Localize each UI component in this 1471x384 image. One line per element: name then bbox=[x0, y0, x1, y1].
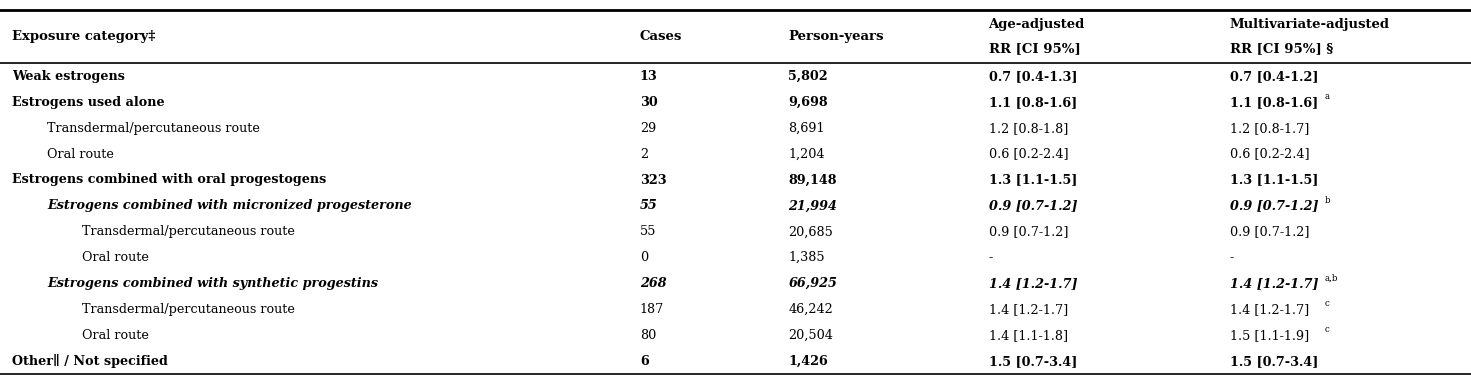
Text: 2: 2 bbox=[640, 147, 649, 161]
Text: 1.5 [0.7-3.4]: 1.5 [0.7-3.4] bbox=[989, 355, 1077, 368]
Text: 323: 323 bbox=[640, 174, 666, 187]
Text: Estrogens combined with oral progestogens: Estrogens combined with oral progestogen… bbox=[12, 174, 327, 187]
Text: 1.1 [0.8-1.6]: 1.1 [0.8-1.6] bbox=[989, 96, 1077, 109]
Text: 1.4 [1.2-1.7]: 1.4 [1.2-1.7] bbox=[1230, 303, 1309, 316]
Text: 89,148: 89,148 bbox=[788, 174, 837, 187]
Text: 1.4 [1.2-1.7]: 1.4 [1.2-1.7] bbox=[989, 277, 1077, 290]
Text: 1.4 [1.2-1.7]: 1.4 [1.2-1.7] bbox=[1230, 277, 1318, 290]
Text: 0: 0 bbox=[640, 251, 649, 264]
Text: 0.6 [0.2-2.4]: 0.6 [0.2-2.4] bbox=[989, 147, 1068, 161]
Text: 66,925: 66,925 bbox=[788, 277, 837, 290]
Text: Estrogens used alone: Estrogens used alone bbox=[12, 96, 165, 109]
Text: Transdermal/percutaneous route: Transdermal/percutaneous route bbox=[82, 225, 296, 238]
Text: 187: 187 bbox=[640, 303, 663, 316]
Text: 1,426: 1,426 bbox=[788, 355, 828, 368]
Text: Multivariate-adjusted: Multivariate-adjusted bbox=[1230, 18, 1390, 31]
Text: 8,691: 8,691 bbox=[788, 122, 825, 135]
Text: 1,204: 1,204 bbox=[788, 147, 825, 161]
Text: 1.2 [0.8-1.7]: 1.2 [0.8-1.7] bbox=[1230, 122, 1309, 135]
Text: 5,802: 5,802 bbox=[788, 70, 828, 83]
Text: 1.5 [0.7-3.4]: 1.5 [0.7-3.4] bbox=[1230, 355, 1318, 368]
Text: c: c bbox=[1324, 325, 1330, 334]
Text: c: c bbox=[1324, 300, 1330, 308]
Text: Person-years: Person-years bbox=[788, 30, 884, 43]
Text: 1,385: 1,385 bbox=[788, 251, 825, 264]
Text: 1.3 [1.1-1.5]: 1.3 [1.1-1.5] bbox=[1230, 174, 1318, 187]
Text: -: - bbox=[1230, 251, 1234, 264]
Text: Cases: Cases bbox=[640, 30, 683, 43]
Text: Weak estrogens: Weak estrogens bbox=[12, 70, 125, 83]
Text: 21,994: 21,994 bbox=[788, 199, 837, 212]
Text: 1.2 [0.8-1.8]: 1.2 [0.8-1.8] bbox=[989, 122, 1068, 135]
Text: 30: 30 bbox=[640, 96, 658, 109]
Text: Estrogens combined with synthetic progestins: Estrogens combined with synthetic proges… bbox=[47, 277, 378, 290]
Text: 29: 29 bbox=[640, 122, 656, 135]
Text: 9,698: 9,698 bbox=[788, 96, 828, 109]
Text: Oral route: Oral route bbox=[82, 329, 149, 342]
Text: 268: 268 bbox=[640, 277, 666, 290]
Text: 20,504: 20,504 bbox=[788, 329, 834, 342]
Text: a: a bbox=[1324, 92, 1330, 101]
Text: Other∥ / Not specified: Other∥ / Not specified bbox=[12, 354, 168, 368]
Text: Oral route: Oral route bbox=[82, 251, 149, 264]
Text: Exposure category‡: Exposure category‡ bbox=[12, 30, 154, 43]
Text: -: - bbox=[989, 251, 993, 264]
Text: 1.4 [1.1-1.8]: 1.4 [1.1-1.8] bbox=[989, 329, 1068, 342]
Text: 0.9 [0.7-1.2]: 0.9 [0.7-1.2] bbox=[1230, 199, 1318, 212]
Text: 13: 13 bbox=[640, 70, 658, 83]
Text: 6: 6 bbox=[640, 355, 649, 368]
Text: Estrogens combined with micronized progesterone: Estrogens combined with micronized proge… bbox=[47, 199, 412, 212]
Text: Age-adjusted: Age-adjusted bbox=[989, 18, 1084, 31]
Text: Transdermal/percutaneous route: Transdermal/percutaneous route bbox=[47, 122, 260, 135]
Text: 0.9 [0.7-1.2]: 0.9 [0.7-1.2] bbox=[989, 225, 1068, 238]
Text: RR [CI 95%] §: RR [CI 95%] § bbox=[1230, 42, 1333, 55]
Text: 0.9 [0.7-1.2]: 0.9 [0.7-1.2] bbox=[989, 199, 1077, 212]
Text: 0.7 [0.4-1.3]: 0.7 [0.4-1.3] bbox=[989, 70, 1077, 83]
Text: RR [CI 95%]: RR [CI 95%] bbox=[989, 42, 1080, 55]
Text: 0.9 [0.7-1.2]: 0.9 [0.7-1.2] bbox=[1230, 225, 1309, 238]
Text: a,b: a,b bbox=[1324, 273, 1337, 283]
Text: 1.1 [0.8-1.6]: 1.1 [0.8-1.6] bbox=[1230, 96, 1318, 109]
Text: 80: 80 bbox=[640, 329, 656, 342]
Text: 20,685: 20,685 bbox=[788, 225, 834, 238]
Text: 55: 55 bbox=[640, 225, 656, 238]
Text: 55: 55 bbox=[640, 199, 658, 212]
Text: 0.6 [0.2-2.4]: 0.6 [0.2-2.4] bbox=[1230, 147, 1309, 161]
Text: 1.4 [1.2-1.7]: 1.4 [1.2-1.7] bbox=[989, 303, 1068, 316]
Text: 1.5 [1.1-1.9]: 1.5 [1.1-1.9] bbox=[1230, 329, 1309, 342]
Text: 0.7 [0.4-1.2]: 0.7 [0.4-1.2] bbox=[1230, 70, 1318, 83]
Text: b: b bbox=[1324, 196, 1330, 205]
Text: 1.3 [1.1-1.5]: 1.3 [1.1-1.5] bbox=[989, 174, 1077, 187]
Text: 46,242: 46,242 bbox=[788, 303, 833, 316]
Text: Transdermal/percutaneous route: Transdermal/percutaneous route bbox=[82, 303, 296, 316]
Text: Oral route: Oral route bbox=[47, 147, 113, 161]
